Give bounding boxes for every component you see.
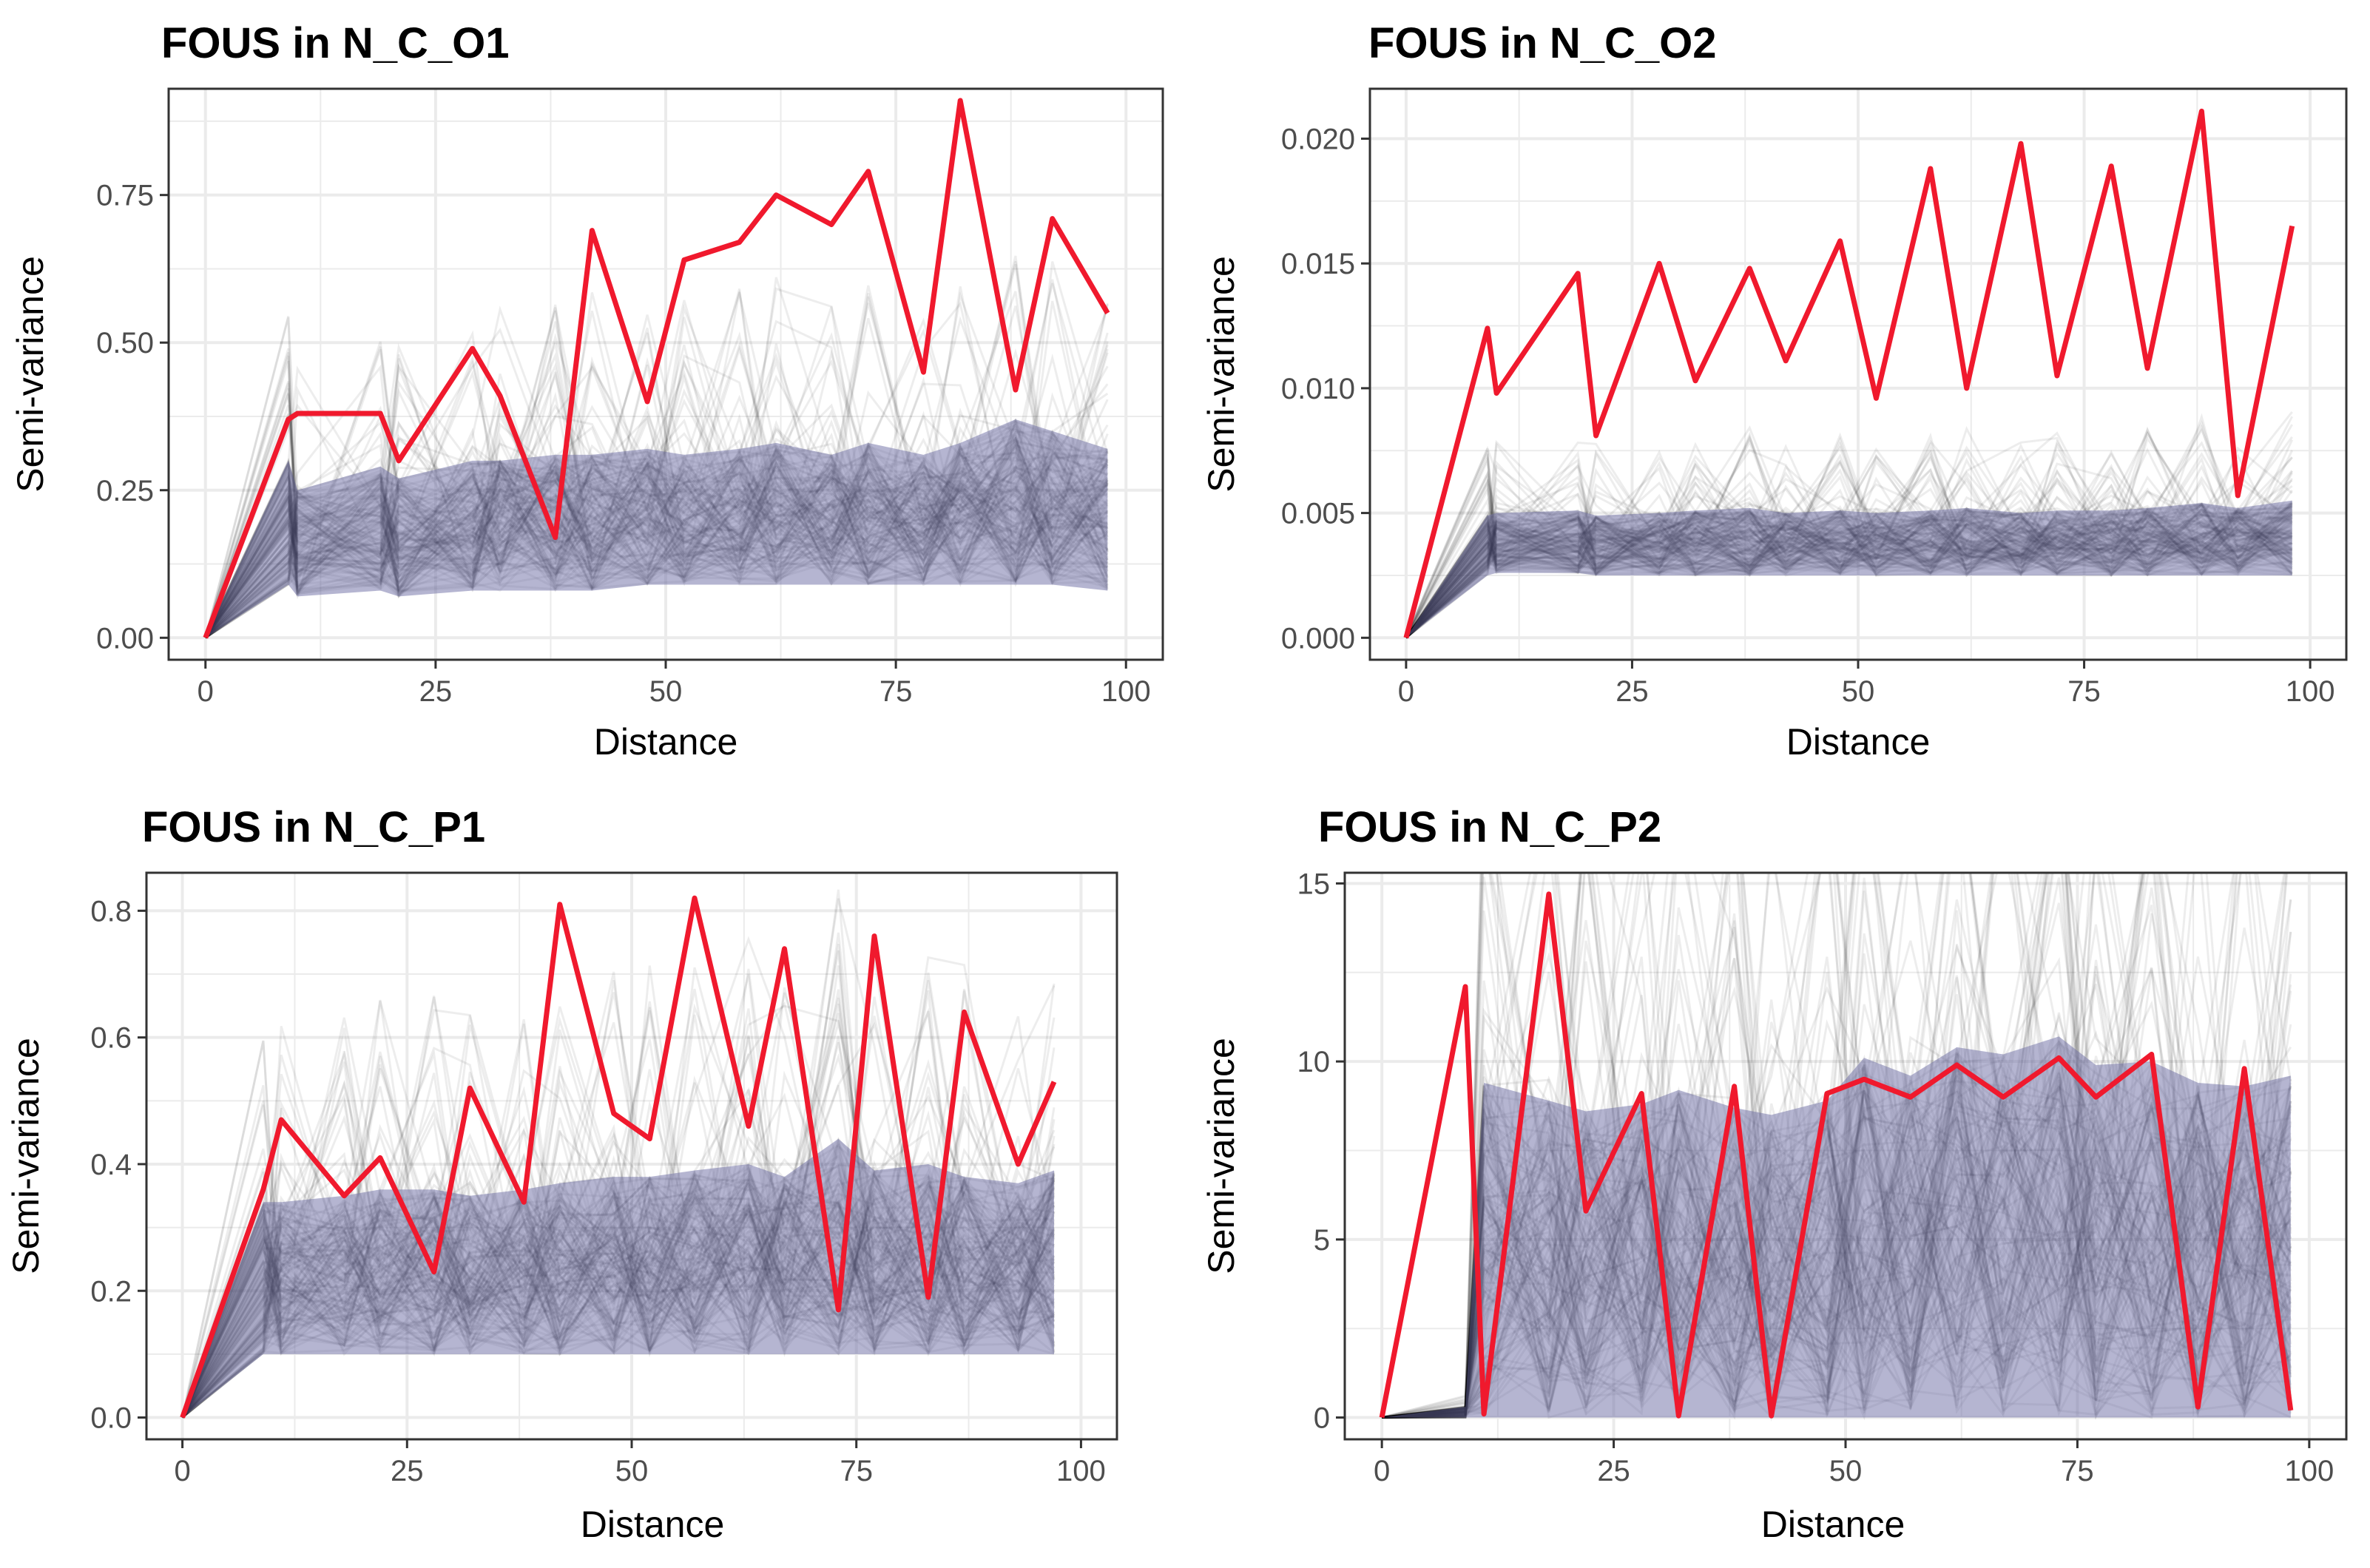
x-tick-label: 0 (198, 675, 214, 708)
envelope-band (1382, 1036, 2291, 1418)
y-tick-label: 10 (1297, 1046, 1331, 1078)
panel-title: FOUS in N_C_O1 (161, 19, 510, 67)
y-tick-label: 15 (1297, 868, 1331, 900)
y-tick-label: 0.50 (96, 327, 154, 359)
x-tick-label: 100 (2284, 1455, 2334, 1487)
panel-2: 0 25 50 75 100 0.000 0.005 0.010 0.015 0.020 FOUS … (1201, 19, 2348, 763)
panel-title: FOUS in N_C_P1 (142, 803, 485, 851)
y-tick-label: 0.015 (1281, 248, 1355, 280)
envelope-band (205, 419, 1108, 638)
y-tick-label: 0.25 (96, 475, 154, 507)
panel-4: 0 25 50 75 100 0 5 10 15 FOUS in N_C_P2 Distance Se… (1201, 803, 2348, 1545)
y-tick-label: 0.8 (90, 895, 132, 927)
x-axis-title: Distance (594, 721, 738, 763)
y-tick-label: 0.020 (1281, 123, 1355, 155)
panel-title: FOUS in N_C_O2 (1368, 19, 1717, 67)
x-tick-label: 75 (840, 1455, 873, 1487)
x-tick-label: 0 (174, 1455, 190, 1487)
y-tick-label: 0 (1314, 1402, 1330, 1435)
panel-1: 0 25 50 75 100 0.00 0.25 0.50 0.75 FOUS in N_C_O1… (10, 19, 1164, 763)
y-axis-title: Semi-variance (5, 1038, 47, 1274)
y-tick-label: 0.4 (90, 1149, 132, 1181)
observed-line (1379, 891, 2294, 1419)
panel-3: 0 25 50 75 100 0.0 0.2 0.4 0.6 0.8 FOUS in N_C_P1 D… (5, 803, 1118, 1545)
x-axis-title: Distance (581, 1504, 725, 1545)
x-tick-label: 25 (1616, 675, 1649, 708)
x-axis-title: Distance (1761, 1504, 1905, 1545)
observed-line (203, 98, 1110, 639)
y-tick-label: 0.005 (1281, 498, 1355, 530)
x-tick-label: 100 (2286, 675, 2335, 708)
y-tick-label: 0.75 (96, 180, 154, 212)
x-tick-label: 50 (615, 1455, 649, 1487)
y-tick-label: 5 (1314, 1224, 1330, 1257)
x-tick-label: 50 (1842, 675, 1875, 708)
x-tick-label: 75 (880, 675, 913, 708)
observed-line (180, 895, 1057, 1419)
x-tick-label: 75 (2067, 675, 2101, 708)
observed-line (1403, 108, 2295, 639)
simulation-line (1382, 873, 2292, 1419)
x-tick-label: 25 (1597, 1455, 1630, 1487)
x-tick-label: 50 (1829, 1455, 1863, 1487)
x-tick-label: 100 (1056, 1455, 1106, 1487)
y-tick-label: 0.00 (96, 622, 154, 655)
x-tick-label: 50 (649, 675, 683, 708)
envelope-band (182, 1138, 1055, 1418)
envelope-band (1405, 500, 2292, 638)
x-axis-title: Distance (1786, 721, 1931, 763)
y-tick-label: 0.010 (1281, 373, 1355, 405)
y-axis-title: Semi-variance (1201, 256, 1242, 493)
x-tick-label: 100 (1101, 675, 1151, 708)
y-tick-label: 0.6 (90, 1022, 132, 1055)
panel-title: FOUS in N_C_P2 (1318, 803, 1661, 851)
x-tick-label: 0 (1374, 1455, 1390, 1487)
y-axis-title: Semi-variance (10, 256, 51, 493)
x-tick-label: 0 (1398, 675, 1414, 708)
grid (1370, 89, 2346, 660)
x-tick-label: 25 (391, 1455, 424, 1487)
y-tick-label: 0.0 (90, 1402, 132, 1435)
y-tick-label: 0.000 (1281, 622, 1355, 655)
x-tick-label: 25 (419, 675, 453, 708)
y-axis-title: Semi-variance (1201, 1038, 1242, 1274)
y-tick-label: 0.2 (90, 1275, 132, 1308)
x-tick-label: 75 (2061, 1455, 2094, 1487)
